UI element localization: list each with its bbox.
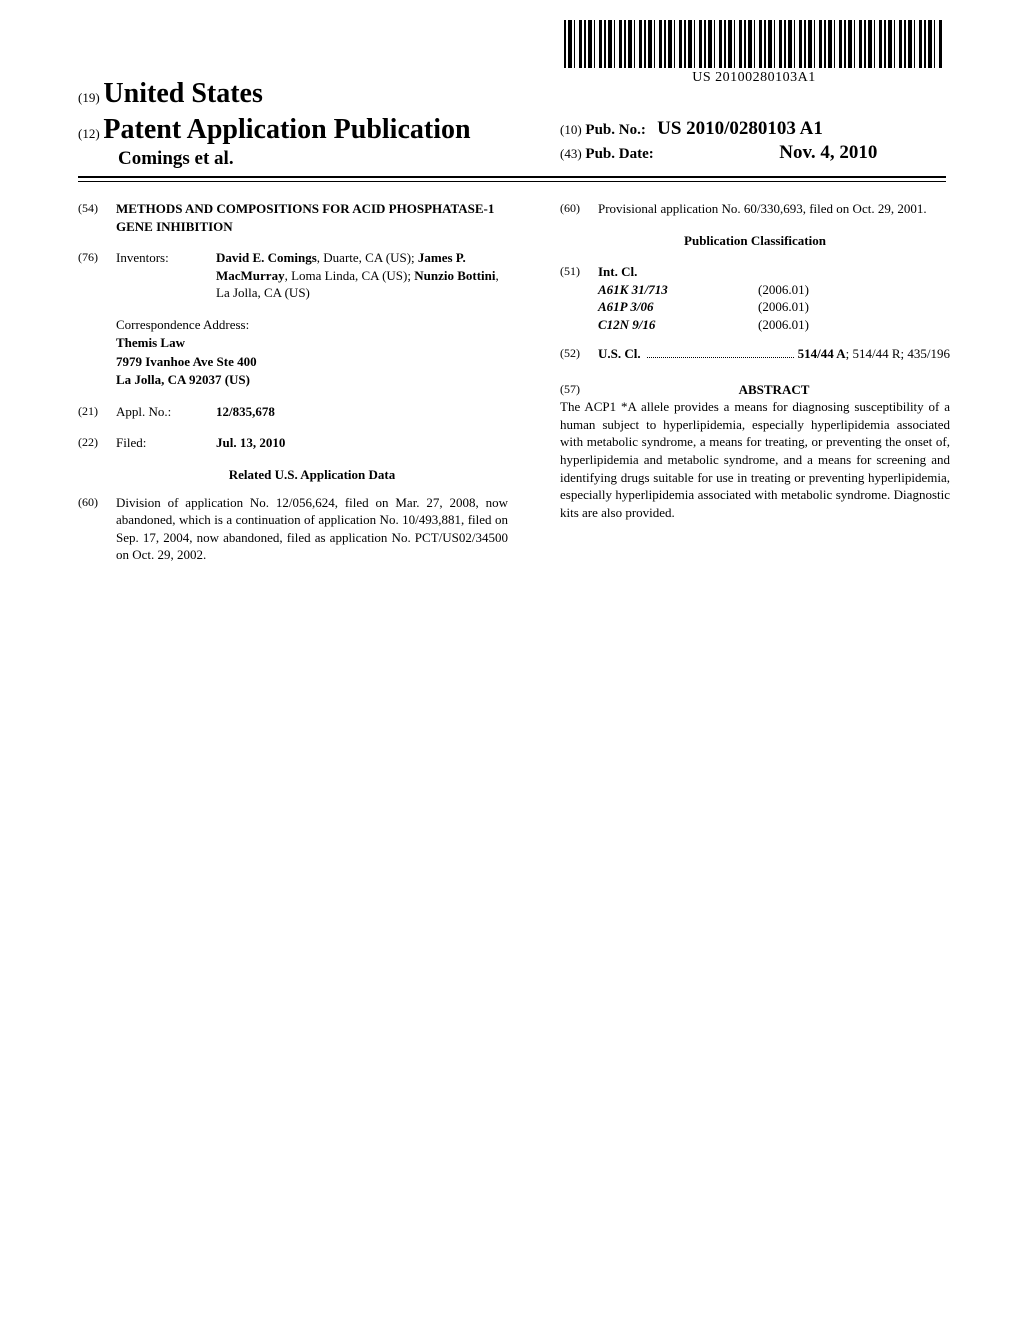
- pubdate-label: Pub. Date:: [585, 146, 653, 162]
- title-row: (54) METHODS AND COMPOSITIONS FOR ACID P…: [78, 200, 508, 235]
- intcl-class-1: A61P 3/06: [598, 298, 758, 316]
- barcode-area: US 20100280103A1: [564, 20, 944, 86]
- inventors-row: (76) Inventors: David E. Comings, Duarte…: [78, 249, 508, 302]
- provisional-text: Provisional application No. 60/330,693, …: [598, 200, 950, 218]
- pubdate-line: (43) Pub. Date: Nov. 4, 2010: [560, 142, 877, 164]
- filed-row: (22) Filed: Jul. 13, 2010: [78, 434, 508, 452]
- title-code: (54): [78, 200, 116, 235]
- left-column: (54) METHODS AND COMPOSITIONS FOR ACID P…: [78, 200, 508, 578]
- intcl-class-2: C12N 9/16: [598, 316, 758, 334]
- correspondence-label: Correspondence Address:: [116, 316, 508, 334]
- authors-line: Comings et al.: [118, 148, 471, 170]
- abstract-heading: ABSTRACT: [598, 381, 950, 399]
- pubno-code: (10): [560, 122, 582, 137]
- country-line: (19) United States: [78, 78, 471, 110]
- correspondence-line-1: 7979 Ivanhoe Ave Ste 400: [116, 353, 508, 371]
- pub-type-line: (12) Patent Application Publication: [78, 114, 471, 146]
- title-text: METHODS AND COMPOSITIONS FOR ACID PHOSPH…: [116, 200, 508, 235]
- applno-label: Appl. No.:: [116, 403, 216, 421]
- pubdate-code: (43): [560, 146, 582, 161]
- correspondence-line-2: La Jolla, CA 92037 (US): [116, 371, 508, 389]
- uscl-primary: 514/44 A: [798, 345, 846, 363]
- provisional-row: (60) Provisional application No. 60/330,…: [560, 200, 950, 218]
- intcl-row-1: A61P 3/06 (2006.01): [598, 298, 950, 316]
- country-name: United States: [103, 78, 262, 109]
- correspondence-block: Correspondence Address: Themis Law 7979 …: [116, 316, 508, 389]
- header-left: (19) United States (12) Patent Applicati…: [78, 78, 471, 170]
- intcl-code: (51): [560, 263, 598, 343]
- inventors-code: (76): [78, 249, 116, 302]
- barcode-graphic: [564, 20, 944, 68]
- country-code: (19): [78, 90, 100, 105]
- barcode-text: US 20100280103A1: [564, 70, 944, 86]
- header-right: (10) Pub. No.: US 2010/0280103 A1 (43) P…: [560, 118, 877, 166]
- related-text: Division of application No. 12/056,624, …: [116, 494, 508, 564]
- applno-code: (21): [78, 403, 116, 421]
- right-column: (60) Provisional application No. 60/330,…: [560, 200, 950, 521]
- intcl-row-0: A61K 31/713 (2006.01): [598, 281, 950, 299]
- inventors-label: Inventors:: [116, 249, 216, 302]
- abstract-code: (57): [560, 381, 598, 399]
- pubno-label: Pub. No.:: [585, 122, 645, 138]
- pubdate-value: Nov. 4, 2010: [779, 142, 877, 163]
- abstract-text: The ACP1 *A allele provides a means for …: [560, 398, 950, 521]
- intcl-label: Int. Cl.: [598, 263, 950, 281]
- intcl-date-1: (2006.01): [758, 298, 878, 316]
- related-heading: Related U.S. Application Data: [116, 466, 508, 484]
- provisional-code: (60): [560, 200, 598, 218]
- pub-code: (12): [78, 126, 100, 141]
- pub-title: Patent Application Publication: [103, 114, 470, 145]
- intcl-date-2: (2006.01): [758, 316, 878, 334]
- related-code: (60): [78, 494, 116, 564]
- header-rule-thin: [78, 181, 946, 182]
- header-rule-thick: [78, 176, 946, 178]
- filed-code: (22): [78, 434, 116, 452]
- intcl-table: A61K 31/713 (2006.01) A61P 3/06 (2006.01…: [598, 281, 950, 334]
- filed-label: Filed:: [116, 434, 216, 452]
- pubno-value: US 2010/0280103 A1: [657, 118, 823, 139]
- related-row: (60) Division of application No. 12/056,…: [78, 494, 508, 564]
- intcl-row: (51) Int. Cl. A61K 31/713 (2006.01) A61P…: [560, 263, 950, 343]
- applno-value: 12/835,678: [216, 403, 508, 421]
- intcl-row-2: C12N 9/16 (2006.01): [598, 316, 950, 334]
- uscl-row: (52) U.S. Cl. 514/44 A ; 514/44 R; 435/1…: [560, 345, 950, 363]
- correspondence-line-0: Themis Law: [116, 334, 508, 352]
- intcl-date-0: (2006.01): [758, 281, 878, 299]
- pubno-line: (10) Pub. No.: US 2010/0280103 A1: [560, 118, 877, 140]
- inventors-text: David E. Comings, Duarte, CA (US); James…: [216, 249, 508, 302]
- uscl-code: (52): [560, 345, 598, 363]
- uscl-dots: [647, 349, 794, 358]
- filed-value: Jul. 13, 2010: [216, 434, 508, 452]
- uscl-label: U.S. Cl.: [598, 345, 641, 363]
- applno-row: (21) Appl. No.: 12/835,678: [78, 403, 508, 421]
- intcl-class-0: A61K 31/713: [598, 281, 758, 299]
- uscl-rest: ; 514/44 R; 435/196: [846, 345, 950, 363]
- classification-heading: Publication Classification: [560, 232, 950, 250]
- abstract-head-row: (57) ABSTRACT: [560, 381, 950, 399]
